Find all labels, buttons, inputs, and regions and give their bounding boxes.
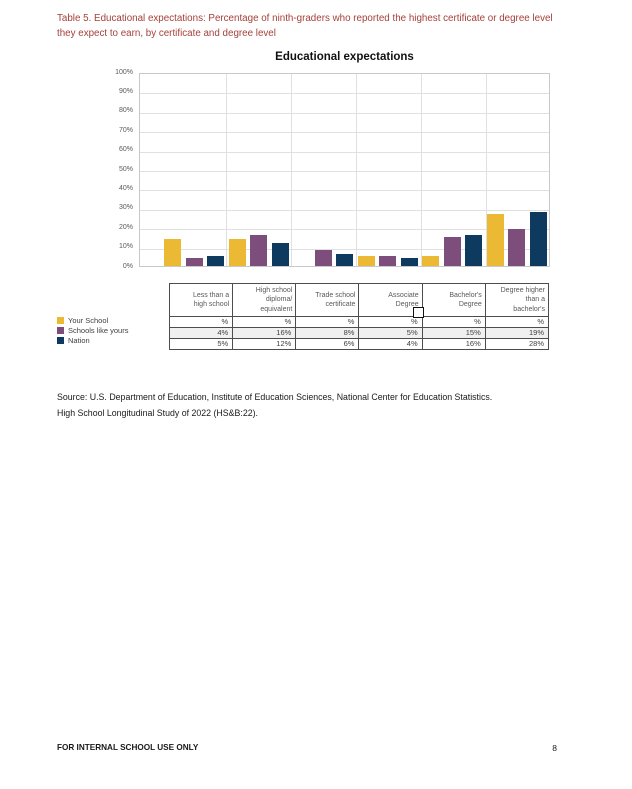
legend-item: Schools like yours [57,325,128,335]
chart-legend: Your School Schools like yours Nation [57,315,128,346]
bar-schools-like-yours [508,229,525,266]
y-tick-label: 60% [118,146,133,154]
table-header-row: Less than a high school High school diplo… [168,283,550,317]
table-cell: % [358,316,423,328]
bar-nation [271,242,289,266]
table-cell: 5% [358,327,423,339]
column-header: Associate Degree [358,283,423,317]
bar-schools-like-yours [314,250,332,266]
y-tick-label: 100% [115,68,133,76]
bar-nation [465,234,482,266]
table-body: %%%%%% 4% 16% 8% 5% 15% 19% 5% 12% 6% 4% 16% 28% [168,316,550,350]
table-cell: 6% [295,338,360,350]
y-tick-label: 40% [118,184,133,192]
table-row: 4% 16% 8% 5% 15% 19% [168,327,550,339]
column-header: Bachelor's Degree [421,283,486,317]
h-gridline [140,229,549,231]
table-caption: Table 5. Educational expectations: Perce… [57,13,553,39]
legend-label: Nation [68,336,90,346]
h-gridline [140,171,549,172]
v-gridline [486,74,487,266]
bar-schools-like-yours [379,256,396,266]
legend-swatch-icon [57,316,64,324]
legend-item: Nation [57,336,128,346]
column-header: Less than a high school [168,283,234,317]
h-gridline [140,248,549,250]
bar-nation [207,256,224,266]
y-tick-label: 70% [118,126,133,134]
v-gridline [356,74,357,266]
legend-label: Schools like yours [68,325,129,335]
table-row: %%%%%% [168,316,550,328]
page-number: 8 [552,743,557,753]
v-gridline [291,74,292,266]
table-cell: 16% [421,338,486,350]
table-cell: % [232,316,297,328]
y-tick-label: 20% [118,223,133,231]
column-header: Trade school certificate [295,283,360,317]
source-line-2: High School Longitudinal Study of 2022 (… [57,407,258,418]
bar-nation [336,254,353,266]
table-cell: % [168,316,234,328]
bar-schools-like-yours [250,234,267,266]
y-tick-label: 90% [118,87,133,95]
h-gridline [140,209,549,211]
bar-schools-like-yours [443,236,461,266]
v-gridline [226,74,227,266]
legend-item: Your School [57,315,128,325]
table-cell: 4% [358,338,423,350]
y-tick-label: 10% [118,243,133,251]
bar-schools-like-yours [185,258,203,266]
table-cell: % [421,316,486,328]
h-gridline [140,112,549,114]
h-gridline [140,93,549,95]
checkbox-cursor-marker[interactable] [413,307,424,318]
table-cell: 4% [168,327,234,339]
footer-disclaimer: FOR INTERNAL SCHOOL USE ONLY [57,743,199,752]
h-gridline [140,132,549,134]
table-row: 5% 12% 6% 4% 16% 28% [168,338,550,350]
bar-your-school [357,256,375,266]
data-table: Less than a high school High school diplo… [168,283,550,350]
table-cell: 16% [232,327,297,339]
v-gridline [421,74,422,266]
table-cell: % [295,316,360,328]
chart-title: Educational expectations [275,51,414,63]
y-tick-label: 80% [118,107,133,115]
bar-nation [529,211,547,266]
source-note: Source: U.S. Department of Education, In… [57,390,597,421]
h-gridline [140,151,549,153]
y-axis: 0% 10% 20% 30% 40% 50% 60% 70% 80% 90% 100% [95,69,135,270]
table-cell: % [484,316,550,328]
h-gridline [140,190,549,192]
legend-swatch-icon [57,326,64,334]
legend-swatch-icon [57,337,64,345]
bar-your-school [422,256,439,266]
bar-your-school [164,238,181,266]
y-tick-label: 30% [118,204,133,212]
table-cell: 5% [168,338,234,350]
bar-your-school [228,238,246,266]
source-line-1: Source: U.S. Department of Education, In… [57,392,493,402]
y-tick-label: 0% [122,262,133,270]
table-cell: 19% [484,327,550,339]
table-cell: 8% [295,327,360,339]
legend-label: Your School [68,315,109,325]
table-cell: 12% [232,338,297,350]
chart-plot-area [139,73,550,267]
column-header: High school diploma/ equivalent [232,283,297,317]
table-cell: 28% [484,338,550,350]
bar-nation [400,258,418,266]
bar-your-school [486,213,504,266]
table-cell: 15% [421,327,486,339]
y-tick-label: 50% [118,165,133,173]
column-header: Degree higher than a bachelor's [484,283,550,317]
